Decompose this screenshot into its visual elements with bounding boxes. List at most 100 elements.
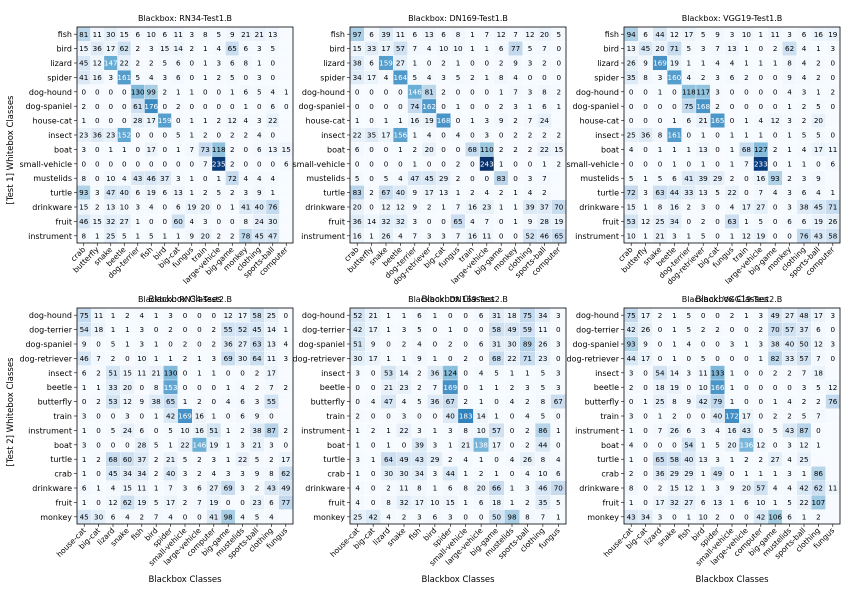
cell-value: 17 xyxy=(425,188,434,197)
cell-value: 1 xyxy=(456,59,461,68)
cell-value: 0 xyxy=(470,102,475,111)
cell-value: 1 xyxy=(189,174,194,183)
cell-value: 13 xyxy=(699,188,708,197)
cell-value: 21 xyxy=(255,30,264,39)
cell-value: 19 xyxy=(756,231,766,240)
cell-value: 21 xyxy=(241,30,250,39)
cell-value: 0 xyxy=(687,383,692,392)
cell-value: 0 xyxy=(95,174,100,183)
cell-value: 3 xyxy=(402,325,407,334)
cell-value: 1 xyxy=(816,44,821,53)
cell-value: 0 xyxy=(773,102,778,111)
y-tick-label: dog-spaniel xyxy=(298,102,345,111)
cell-value: 8 xyxy=(542,87,547,96)
cell-value: 20 xyxy=(425,145,435,154)
heatmap-panels: Blackbox: RN34-Test1.B81 11 30 15 6 10 6 11 3 8 5 9… xyxy=(20,14,841,585)
x-tick-label: fish xyxy=(676,526,692,542)
cell-value: 243 xyxy=(480,159,494,168)
cell-value: 0 xyxy=(189,73,194,82)
cell-value: 60 xyxy=(123,455,133,464)
cell-value: 5 xyxy=(183,455,188,464)
cell-value: 1 xyxy=(479,397,484,406)
cell-value: 1 xyxy=(513,217,518,226)
cell-value: 2 xyxy=(715,102,720,111)
cell-value: 8 xyxy=(269,469,274,478)
cell-value: 0 xyxy=(216,102,221,111)
cell-value: 8 xyxy=(672,397,677,406)
cell-value: 4 xyxy=(787,455,792,464)
cell-value: 1 xyxy=(773,498,778,507)
cell-value: 6 xyxy=(556,469,561,478)
y-tick-label: house-cat xyxy=(580,117,619,126)
cell-value: 7 xyxy=(816,412,821,421)
cell-value: 0 xyxy=(730,354,735,363)
cell-value: 42 xyxy=(627,325,636,334)
cell-value: 3 xyxy=(802,87,807,96)
cell-value: 7 xyxy=(542,174,547,183)
cell-value: 0 xyxy=(687,131,692,140)
cell-value: 0 xyxy=(197,340,202,349)
cell-value: 2 xyxy=(402,512,407,521)
cell-value: 0 xyxy=(499,217,504,226)
cell-value: 0 xyxy=(730,325,735,334)
cell-value: 4 xyxy=(226,397,231,406)
y-tick-label: crab xyxy=(601,470,619,479)
cell-value: 1 xyxy=(168,354,173,363)
cell-value: 152 xyxy=(117,131,131,140)
cell-value: 70 xyxy=(554,203,564,212)
y-tick-label: insect xyxy=(595,131,619,140)
cell-value: 3 xyxy=(528,87,533,96)
cell-value: 8 xyxy=(525,512,530,521)
cell-value: 0 xyxy=(149,159,154,168)
cell-value: 9 xyxy=(816,174,821,183)
cell-value: 0 xyxy=(730,116,735,125)
cell-value: 32 xyxy=(381,217,390,226)
cell-value: 0 xyxy=(270,131,275,140)
cell-value: 0 xyxy=(629,397,634,406)
cell-value: 4 xyxy=(355,498,360,507)
y-tick-label: dog-hound xyxy=(576,311,619,320)
cell-value: 7 xyxy=(433,383,438,392)
cell-value: 0 xyxy=(108,87,113,96)
cell-value: 0 xyxy=(687,354,692,363)
cell-value: 30 xyxy=(399,469,409,478)
cell-value: 42 xyxy=(756,512,765,521)
y-tick-label: crab xyxy=(54,470,72,479)
cell-value: 0 xyxy=(744,383,749,392)
heatmap-cell xyxy=(811,451,826,467)
cell-value: 17 xyxy=(655,498,664,507)
cell-value: 6 xyxy=(135,188,140,197)
cell-value: 21 xyxy=(384,383,393,392)
cell-value: 0 xyxy=(643,383,648,392)
cell-value: 73 xyxy=(201,145,210,154)
cell-value: 29 xyxy=(670,469,680,478)
cell-value: 6 xyxy=(831,159,836,168)
cell-value: 0 xyxy=(371,469,376,478)
cell-value: 48 xyxy=(799,311,809,320)
cell-value: 2 xyxy=(255,484,260,493)
cell-value: 49 xyxy=(399,455,409,464)
cell-value: 75 xyxy=(627,311,636,320)
cell-value: 62 xyxy=(120,44,129,53)
cell-value: 6 xyxy=(82,484,87,493)
cell-value: 20 xyxy=(814,116,824,125)
cell-value: 0 xyxy=(226,368,231,377)
y-tick-label: turtle xyxy=(50,455,72,464)
cell-value: 0 xyxy=(95,116,100,125)
cell-value: 2 xyxy=(111,354,116,363)
cell-value: 1 xyxy=(243,102,248,111)
cell-value: 2 xyxy=(701,325,706,334)
cell-value: 6 xyxy=(479,498,484,507)
cell-value: 23 xyxy=(252,498,261,507)
cell-value: 11 xyxy=(137,484,146,493)
cell-value: 4 xyxy=(787,484,792,493)
cell-value: 4 xyxy=(463,455,468,464)
cell-value: 0 xyxy=(629,87,634,96)
cell-value: 39 xyxy=(381,30,391,39)
cell-value: 1 xyxy=(499,203,504,212)
cell-value: 1 xyxy=(759,354,764,363)
cell-value: 0 xyxy=(643,440,648,449)
cell-value: 3 xyxy=(212,354,217,363)
cell-value: 0 xyxy=(499,231,504,240)
cell-value: 2 xyxy=(773,145,778,154)
